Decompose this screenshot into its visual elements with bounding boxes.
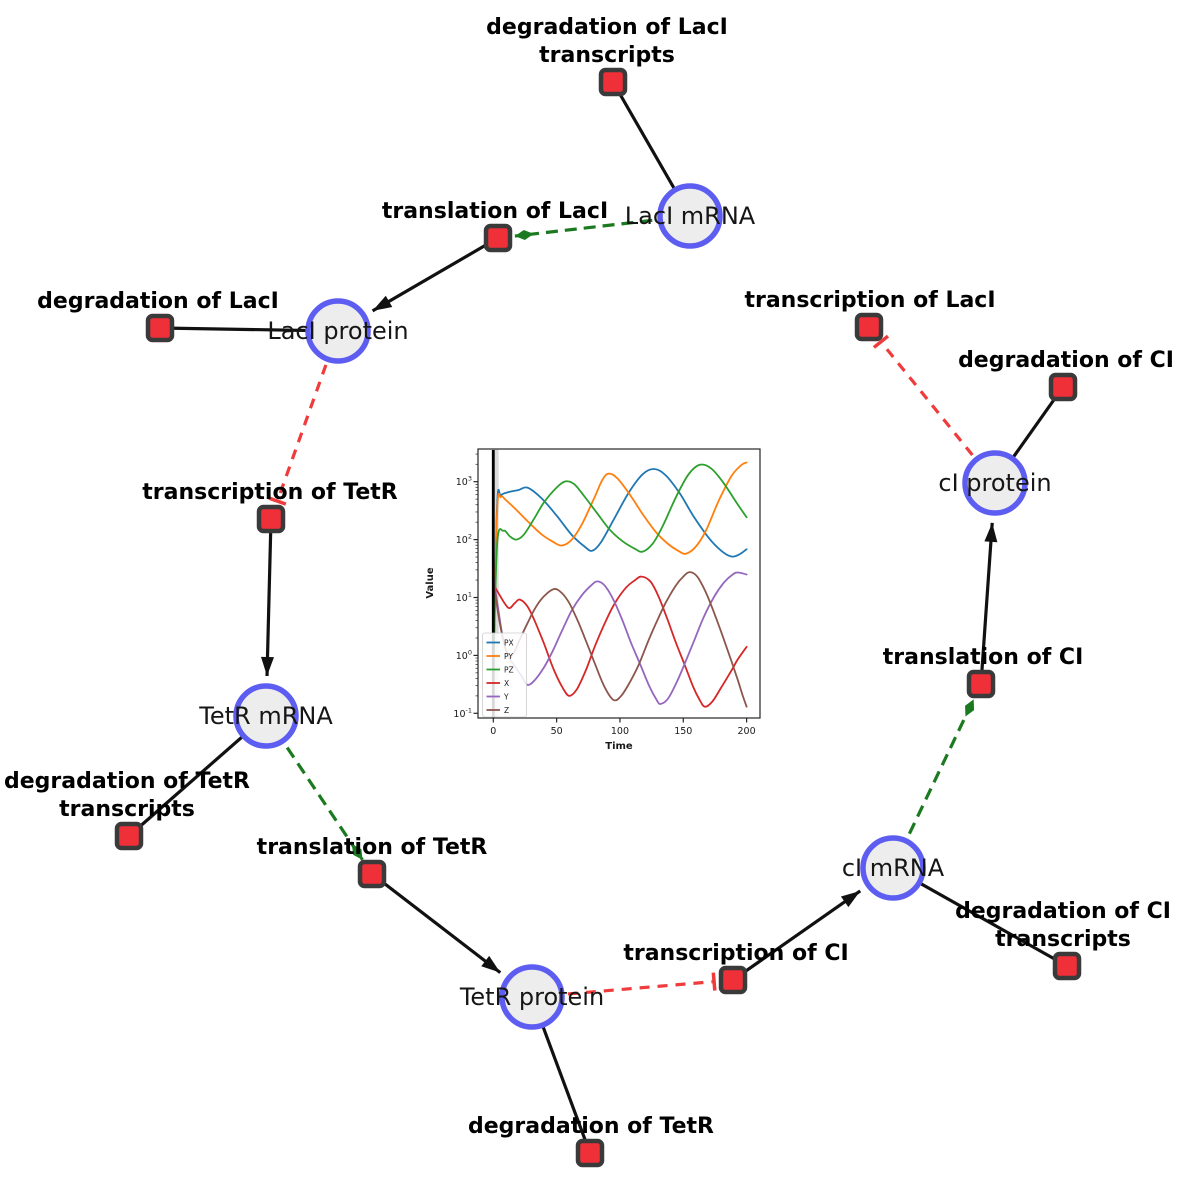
reaction-label-deg_laci_tx-l1: degradation of LacI xyxy=(486,15,728,40)
reaction-node-deg_laci xyxy=(145,313,175,343)
reaction-label-transc_ci: transcription of CI xyxy=(623,941,848,966)
reaction-label-transl_ci: translation of CI xyxy=(883,645,1084,670)
species-label-ci_protein: cI protein xyxy=(938,469,1051,497)
series-line-PY xyxy=(492,461,748,680)
edge-inhibition-tetr_protein-transc_ci xyxy=(531,972,717,999)
species-node-laci_protein xyxy=(305,298,371,364)
node-layer xyxy=(114,67,1082,1168)
reaction-node-deg_tetr_tx xyxy=(114,821,144,851)
species-node-laci_mrna xyxy=(657,183,723,249)
species-label-ci_mrna: cI mRNA xyxy=(842,854,945,882)
reaction-label-deg_ci_tx-l2: transcripts xyxy=(995,927,1131,952)
reaction-label-deg_laci_tx-l2: transcripts xyxy=(539,43,675,68)
species-node-tetr_mrna xyxy=(233,683,299,749)
series-line-PZ xyxy=(492,463,748,680)
series-line-X xyxy=(492,575,748,708)
x-tick-label: 200 xyxy=(738,726,756,737)
series-line-PX xyxy=(492,468,748,680)
edge-inhibition-laci_protein-transc_tetr xyxy=(268,330,340,506)
series-line-Y xyxy=(492,571,748,705)
y-tick-label: 103 xyxy=(456,475,472,489)
legend-label-X: X xyxy=(504,679,509,688)
reaction-node-transc_laci xyxy=(854,312,884,342)
x-tick-label: 50 xyxy=(551,726,563,737)
legend-label-Z: Z xyxy=(504,706,509,715)
x-tick-label: 100 xyxy=(611,726,629,737)
reaction-label-deg_ci_tx-l1: degradation of CI xyxy=(955,899,1171,924)
x-axis-label: Time xyxy=(605,741,633,752)
reaction-label-transc_tetr: transcription of TetR xyxy=(142,480,398,505)
y-tick-label: 102 xyxy=(456,533,472,547)
reaction-node-transl_laci xyxy=(483,223,513,253)
edge-production-transl_ci-ci_protein xyxy=(980,522,998,671)
reaction-node-deg_laci_tx xyxy=(598,67,628,97)
edge-modifier-ci_mrna-transl_ci xyxy=(891,698,976,869)
edge-production-transc_ci-ci_mrna xyxy=(743,889,862,974)
reaction-label-transl_tetr: translation of TetR xyxy=(257,835,488,860)
reaction-label-transc_laci: transcription of LacI xyxy=(744,288,995,313)
reaction-node-transc_tetr xyxy=(256,504,286,534)
reaction-label-deg_ci: degradation of CI xyxy=(958,348,1174,373)
edge-production-transc_tetr-tetr_mrna xyxy=(260,532,274,677)
chart-layer: 0 50 100 150 200 10-1 100 101 102 103 PX PY PZ XYZ xyxy=(453,448,761,737)
x-tick-label: 0 xyxy=(490,726,496,737)
reaction-node-transl_tetr xyxy=(357,859,387,889)
legend-label-PX: PX xyxy=(504,638,514,647)
species-node-ci_protein xyxy=(962,450,1028,516)
y-tick-label: 100 xyxy=(456,648,472,662)
chart-series-group xyxy=(492,461,748,708)
species-label-laci_protein: LacI protein xyxy=(267,317,408,345)
species-label-tetr_mrna: TetR mRNA xyxy=(198,702,333,730)
reaction-node-deg_ci xyxy=(1048,372,1078,402)
species-node-ci_mrna xyxy=(860,835,926,901)
reaction-node-deg_tetr xyxy=(575,1138,605,1168)
x-tick-label: 150 xyxy=(674,726,692,737)
edge-consumption-ci_mrna-deg_ci_tx xyxy=(892,866,1068,968)
y-axis-label: Value xyxy=(425,567,436,598)
legend-label-PZ: PZ xyxy=(504,665,514,674)
inset-chart: 0 50 100 150 200 10-1 100 101 102 103 PX PY PZ XYZ Ti… xyxy=(425,448,761,752)
species-node-tetr_protein xyxy=(499,964,565,1030)
reaction-label-transl_laci: translation of LacI xyxy=(382,199,608,224)
reaction-label-deg_tetr_tx-l2: transcripts xyxy=(59,797,195,822)
y-tick-label: 101 xyxy=(456,591,472,605)
series-line-Z xyxy=(492,571,748,708)
axes-frame xyxy=(477,448,761,719)
reaction-label-deg_tetr: degradation of TetR xyxy=(468,1114,714,1139)
edge-production-transl_laci-laci_protein xyxy=(371,243,487,313)
species-label-laci_mrna: LacI mRNA xyxy=(625,202,756,230)
y-tick-label: 10-1 xyxy=(453,706,472,720)
reaction-node-transc_ci xyxy=(718,965,748,995)
legend-label-PY: PY xyxy=(504,652,513,661)
reaction-label-deg_tetr_tx-l1: degradation of TetR xyxy=(4,769,250,794)
legend-label-Y: Y xyxy=(503,692,509,701)
edge-production-transl_tetr-tetr_protein xyxy=(382,881,502,974)
label-layer: LacI mRNA LacI protein TetR mRNA TetR prote… xyxy=(4,15,1174,1139)
species-label-tetr_protein: TetR protein xyxy=(459,983,604,1011)
reaction-node-deg_ci_tx xyxy=(1052,951,1082,981)
reaction-node-transl_ci xyxy=(966,669,996,699)
reaction-label-deg_laci: degradation of LacI xyxy=(37,289,279,314)
edge-inhibition-ci_protein-transc_laci xyxy=(872,334,997,485)
